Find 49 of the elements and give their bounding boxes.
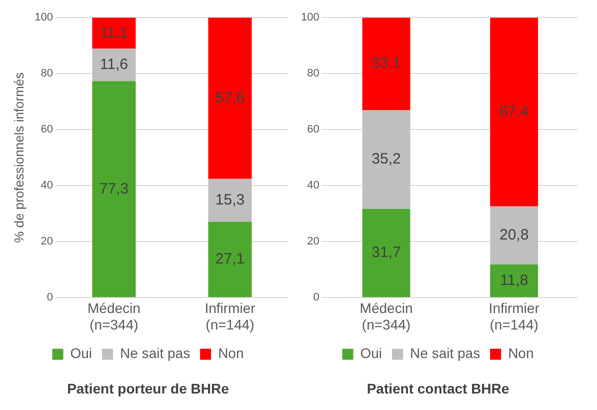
- bar: [362, 18, 410, 110]
- text: Patient contact BHRe: [366, 380, 510, 396]
- y-axis-title: % de professionnels informés: [11, 72, 26, 243]
- bar: [490, 18, 538, 206]
- data-label: 20,8: [499, 226, 529, 244]
- bar: [92, 18, 136, 49]
- legend-label: Non: [218, 345, 244, 362]
- bar: [490, 206, 538, 265]
- data-label: 33,1: [372, 55, 401, 72]
- bar: [92, 81, 136, 298]
- x-tick-label: Médecin (n=344): [88, 300, 140, 333]
- data-label: 57,6: [215, 89, 245, 106]
- y-tick-label: 80: [40, 68, 53, 80]
- data-label: 77,3: [99, 180, 129, 198]
- data-label: 11,1: [100, 24, 128, 42]
- text: Patient porteur de BHRe: [67, 380, 230, 396]
- legend-label: Oui: [360, 345, 382, 362]
- y-tick-label: 40: [307, 180, 320, 192]
- legend-label: Oui: [70, 345, 92, 362]
- y-tick-label: 60: [307, 124, 320, 136]
- bar: [362, 208, 410, 298]
- y-tick-label: 0: [46, 292, 53, 304]
- y-tick-label: 40: [40, 180, 53, 192]
- bar: [208, 222, 252, 298]
- bar: [92, 48, 136, 82]
- x-tick-label: Médecin (n=344): [360, 300, 413, 333]
- legend-label: Ne sait pas: [120, 345, 190, 362]
- data-label: 31,7: [372, 244, 401, 262]
- data-label: 27,1: [215, 250, 245, 268]
- y-tick-label: 0: [313, 292, 320, 304]
- x-tick-label: Infirmier (n=144): [488, 300, 540, 333]
- y-tick-label: 20: [307, 236, 320, 248]
- data-label: 11,8: [500, 272, 528, 289]
- legend-label: Non: [508, 345, 534, 362]
- data-label: 15,3: [215, 191, 245, 208]
- data-label: 35,2: [372, 150, 401, 168]
- bar: [490, 264, 538, 298]
- legend-label: Ne sait pas: [410, 345, 480, 362]
- y-tick-label: 20: [40, 236, 53, 248]
- y-tick-label: 100: [300, 12, 320, 24]
- data-label: 11,6: [100, 56, 128, 74]
- data-label: 67,4: [499, 103, 529, 120]
- y-tick-label: 100: [34, 12, 53, 24]
- bar: [208, 18, 252, 179]
- y-tick-label: 80: [307, 68, 320, 80]
- bar: [208, 178, 252, 222]
- y-tick-label: 60: [40, 124, 53, 136]
- x-tick-label: Infirmier (n=144): [204, 300, 256, 333]
- bar: [362, 110, 410, 209]
